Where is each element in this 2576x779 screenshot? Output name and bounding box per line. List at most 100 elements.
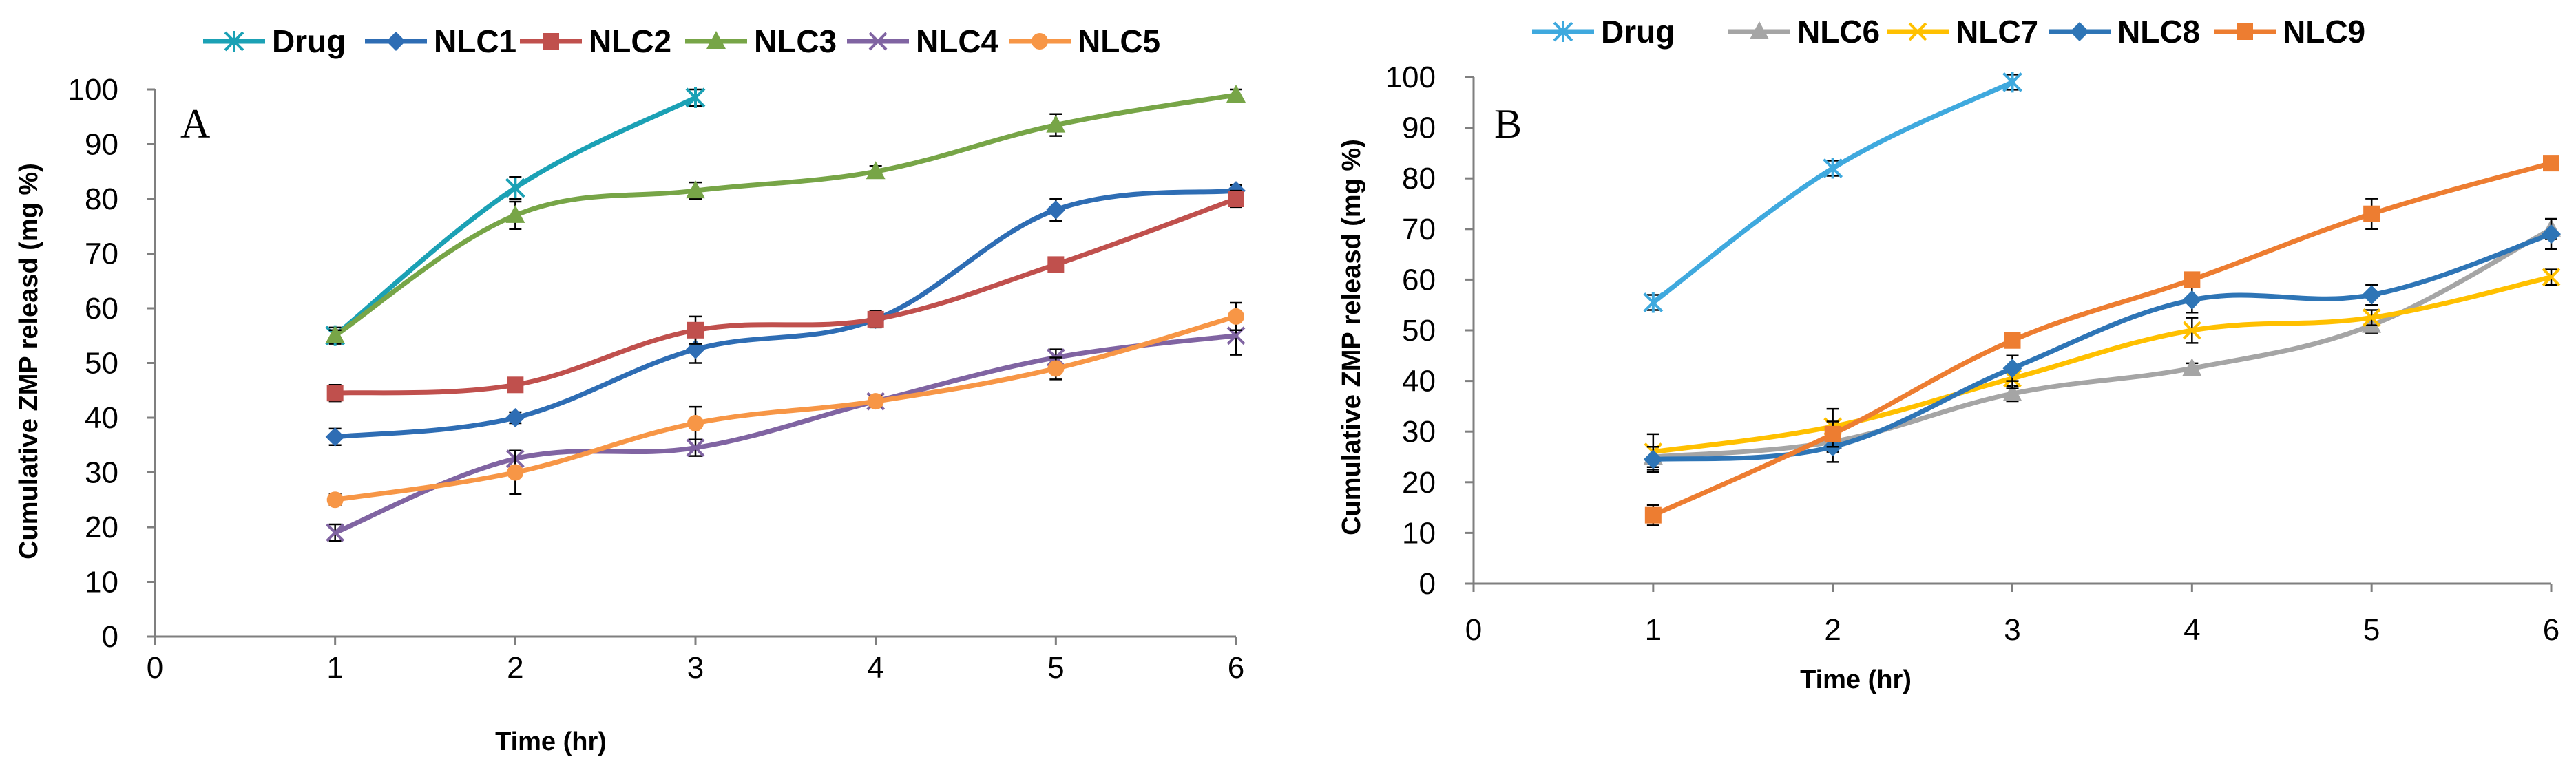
x-axis-title-a: Time (hr) [495, 727, 607, 756]
series-nlc7-point [2542, 268, 2561, 287]
series-nlc9-point [2184, 271, 2201, 288]
legend-marker-stroke [868, 32, 888, 51]
series-nlc2-point [687, 321, 704, 339]
legend-item-drug: Drug [1532, 14, 1675, 50]
series-nlc4-point-stroke [686, 438, 705, 458]
series-nlc8-line [1651, 231, 2554, 462]
x-tick-label: 2 [1824, 613, 1841, 647]
y-tick-label: 70 [85, 237, 118, 271]
series-nlc5 [326, 301, 1244, 509]
series-nlc8-point [2002, 359, 2022, 378]
series-nlc7-point-stroke [2542, 268, 2561, 287]
x-tick-label: 5 [2363, 613, 2380, 647]
series-nlc4-point [686, 438, 705, 458]
series-drug-point [1643, 292, 1664, 313]
series-drug-line [1651, 79, 2015, 306]
series-nlc5-point [867, 393, 884, 410]
x-tick-label: 2 [507, 651, 523, 685]
x-tick-label: 3 [687, 651, 704, 685]
legend-label: NLC9 [2283, 14, 2365, 50]
series-nlc5-point [326, 491, 344, 509]
series-nlc9-point [1824, 425, 1841, 442]
y-tick-label: 90 [85, 128, 118, 162]
x-tick-label: 4 [867, 651, 883, 685]
series-nlc7 [1644, 268, 2561, 471]
panel-label-a: A [180, 101, 210, 147]
series-nlc6 [1643, 217, 2561, 468]
series-nlc2-point [507, 376, 524, 394]
series-nlc8 [1643, 217, 2561, 473]
series-nlc5-point [507, 464, 524, 481]
series-drug-point [685, 87, 706, 108]
legend-marker [543, 33, 559, 50]
legend-marker-stroke [1908, 22, 1927, 41]
legend-item-nlc5: NLC5 [1009, 23, 1160, 59]
x-tick-label: 5 [1047, 651, 1064, 685]
series-nlc1-point [505, 408, 525, 427]
y-tick-label: 10 [85, 566, 118, 599]
legend-item-nlc6: NLC6 [1728, 14, 1880, 50]
legend-item-nlc3: NLC3 [685, 23, 837, 59]
series-nlc8-point [2542, 224, 2561, 244]
series-nlc2-point [1228, 191, 1244, 207]
y-tick-label: 90 [1402, 111, 1436, 145]
legend-marker [706, 31, 726, 49]
x-tick-label: 1 [326, 651, 343, 685]
legend-marker [1750, 21, 1769, 39]
y-tick-label: 60 [85, 292, 118, 326]
y-axis-title-b: Cumulative ZMP releasd (mg %) [1337, 139, 1366, 535]
series-nlc4-point-stroke [326, 523, 345, 542]
series-nlc3-point [505, 204, 525, 223]
series-nlc3-point [1046, 114, 1066, 133]
series-nlc6-point [2182, 358, 2202, 376]
series-nlc1-point [1046, 200, 1066, 220]
legend-item-drug: Drug [203, 23, 346, 59]
x-tick-label: 3 [2004, 613, 2020, 647]
series-drug [1643, 72, 2022, 313]
legend-item-nlc2: NLC2 [520, 23, 671, 59]
series-nlc3 [325, 84, 1246, 343]
legend-label: Drug [272, 23, 346, 59]
series-nlc8-point [1643, 449, 1663, 469]
legend-marker [1908, 22, 1927, 41]
series-nlc5-point [1047, 360, 1065, 377]
series-drug-point [1823, 158, 1843, 179]
panel-label-b: B [1494, 101, 1522, 147]
y-tick-label: 30 [85, 456, 118, 490]
series-nlc9-point [2004, 332, 2021, 349]
y-tick-label: 60 [1402, 263, 1436, 297]
series-drug-point [505, 178, 525, 199]
series-drug-point [2002, 72, 2022, 93]
series-nlc2-point [326, 385, 344, 402]
y-tick-label: 80 [85, 182, 118, 216]
legend-item-nlc1: NLC1 [365, 23, 516, 59]
legend-marker [2070, 22, 2089, 41]
x-tick-label: 6 [2543, 613, 2559, 647]
series-nlc6-point [2002, 383, 2022, 401]
series-nlc7-point-stroke [2362, 308, 2381, 328]
series-nlc7-point-stroke [2182, 321, 2201, 340]
y-tick-label: 10 [1402, 516, 1436, 550]
x-tick-label: 0 [147, 651, 163, 685]
legend-label: NLC6 [1797, 14, 1880, 50]
y-tick-label: 50 [85, 347, 118, 381]
y-tick-label: 30 [1402, 415, 1436, 449]
y-axis-title-a: Cumulative ZMP releasd (mg %) [14, 163, 43, 559]
y-tick-label: 80 [1402, 162, 1436, 195]
legend-marker [1032, 33, 1048, 50]
x-tick-label: 1 [1645, 613, 1662, 647]
legend-label: NLC7 [1956, 14, 2038, 50]
series-nlc4-point [326, 523, 345, 542]
y-tick-label: 100 [1385, 61, 1436, 94]
legend-label: Drug [1601, 14, 1675, 50]
legend-label: NLC1 [434, 23, 516, 59]
series-nlc9 [1644, 155, 2559, 526]
series-nlc9-point [1644, 506, 1662, 524]
series-nlc3-point [686, 180, 705, 199]
legend-label: NLC5 [1078, 23, 1160, 59]
y-tick-label: 100 [68, 73, 118, 107]
series-nlc7-point [2362, 308, 2381, 328]
legend-marker [224, 31, 244, 52]
y-tick-label: 20 [1402, 466, 1436, 500]
